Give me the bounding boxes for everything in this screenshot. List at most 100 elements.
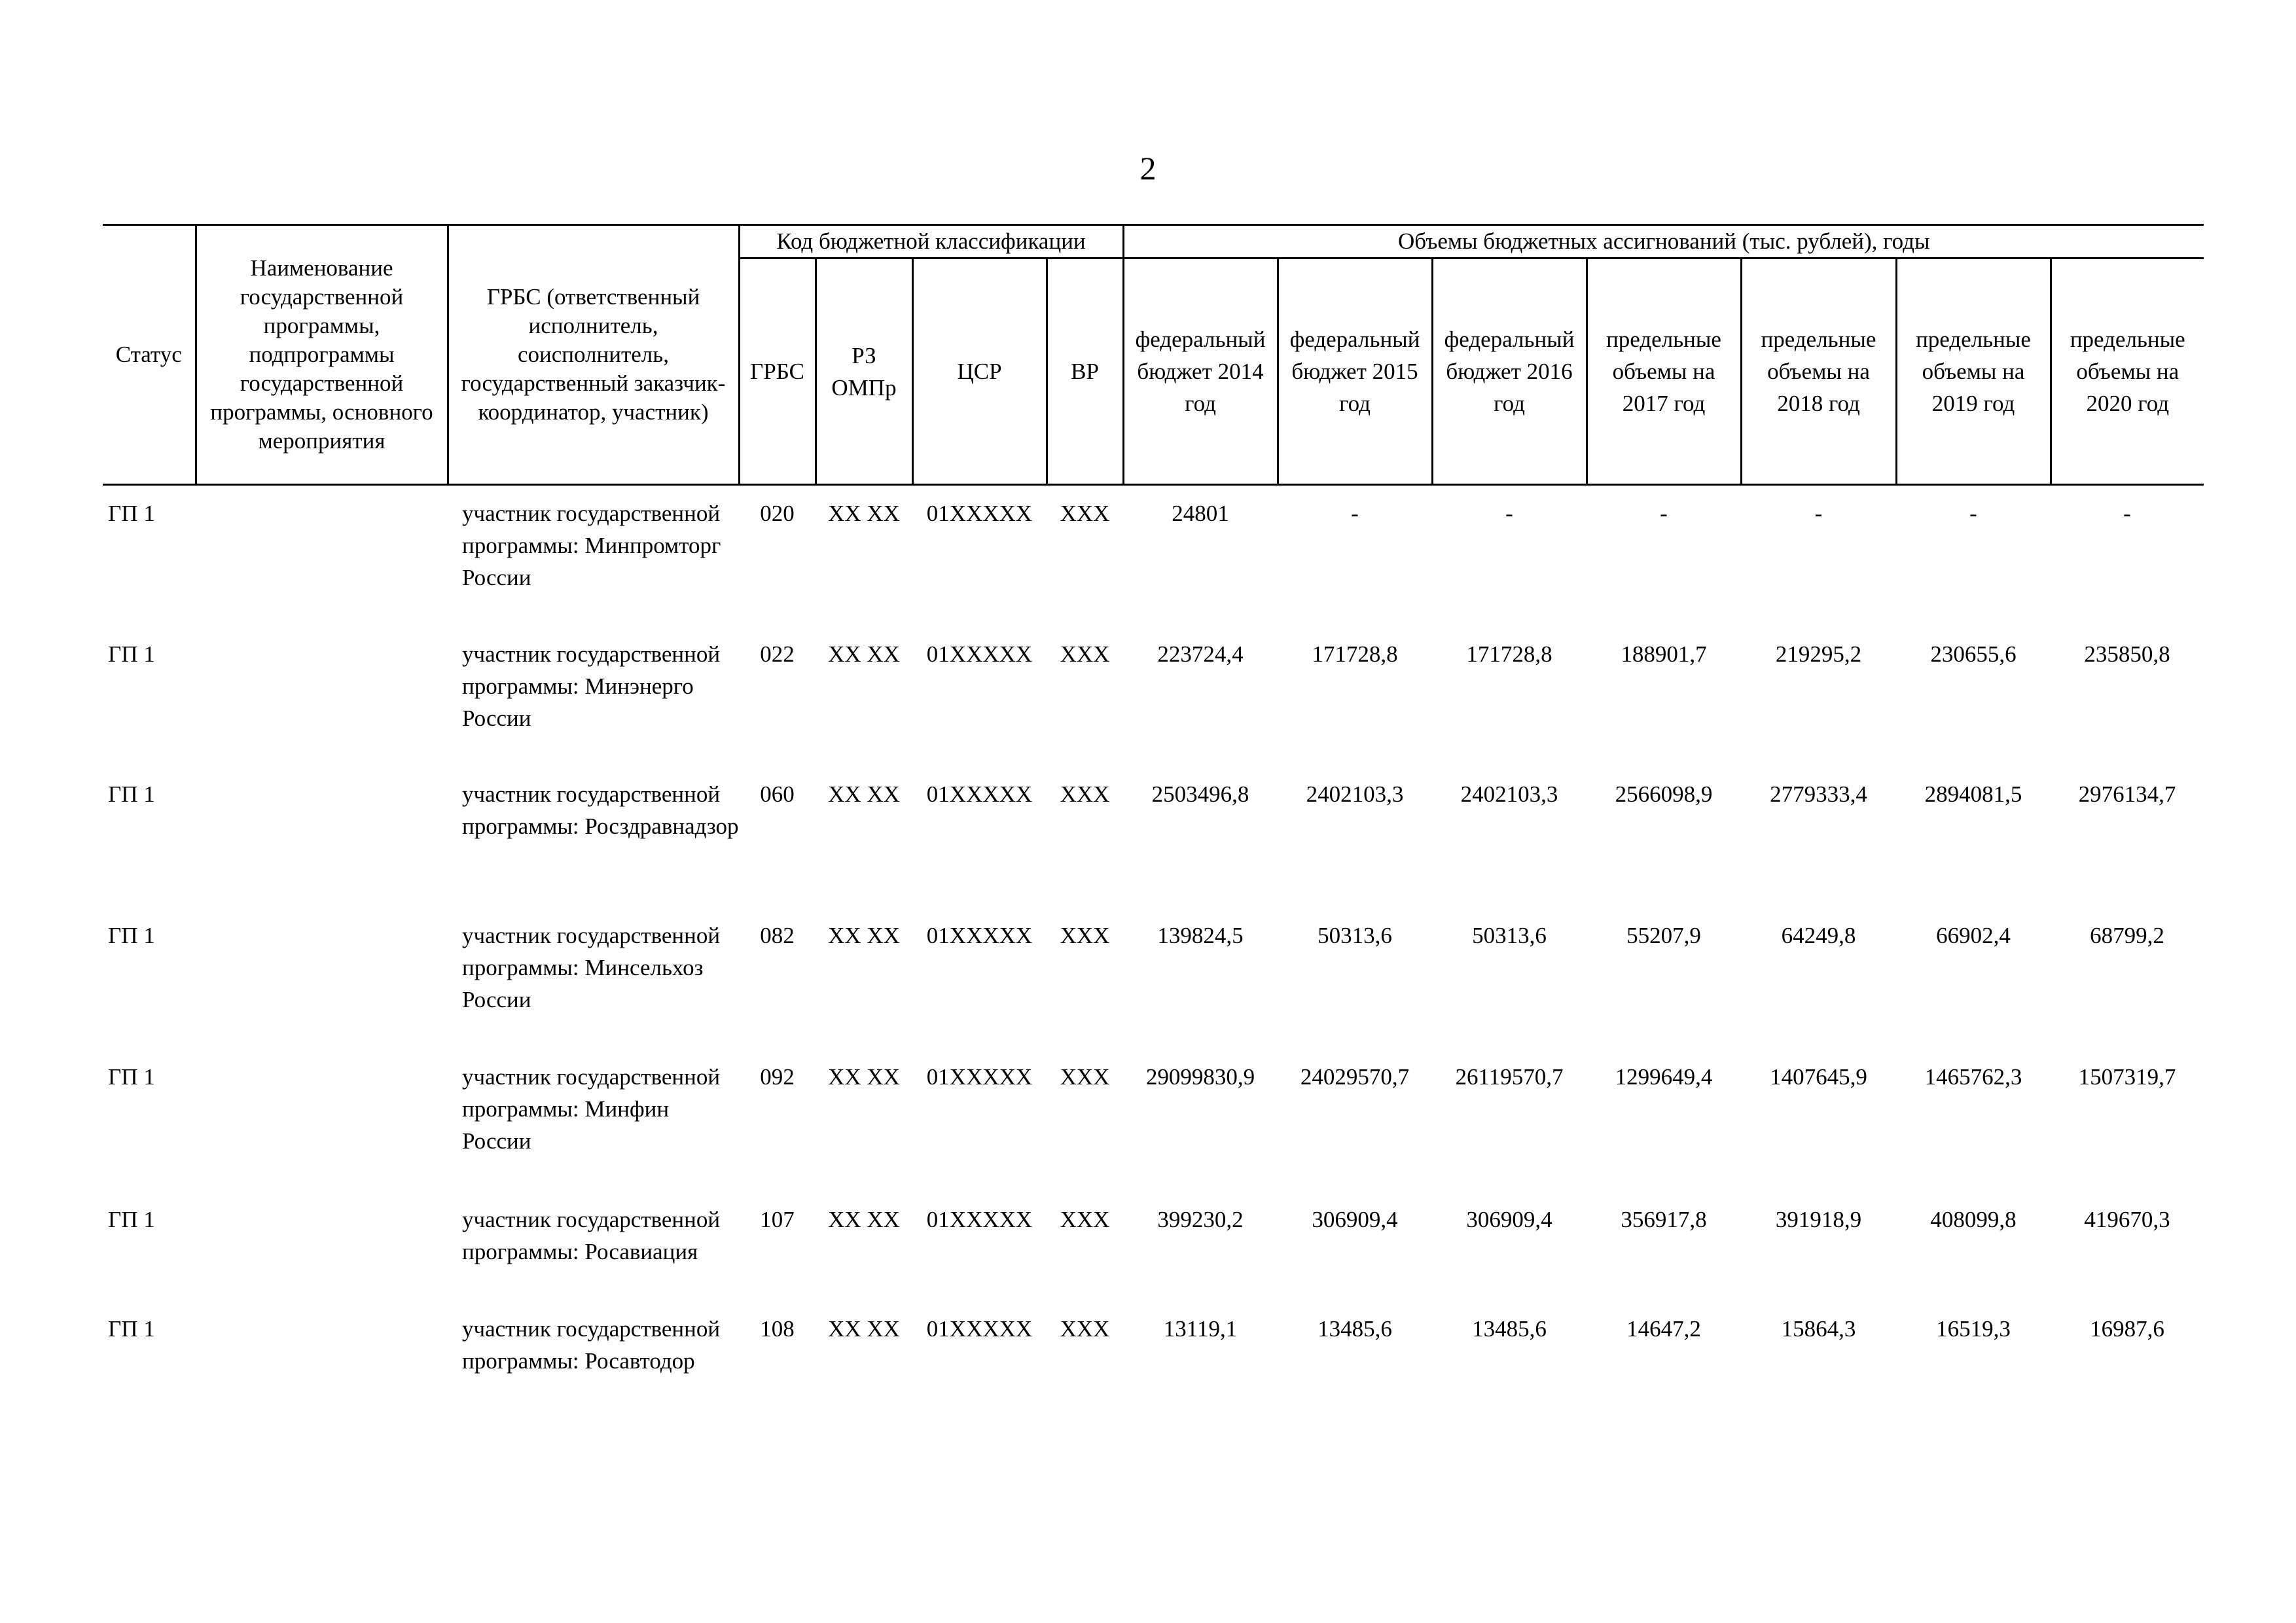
rz-cell: XX XX	[828, 1315, 900, 1342]
value-cell-2020: 68799,2	[2090, 922, 2164, 948]
grbs-code-cell: 107	[760, 1206, 795, 1232]
value-cell-2017: 14647,2	[1626, 1315, 1701, 1342]
value-cell-2020: 235850,8	[2084, 641, 2170, 667]
value-cell-2015: 306909,4	[1312, 1206, 1398, 1232]
value-cell-2020: -	[2123, 501, 2131, 526]
value-cell-2018: 1407645,9	[1770, 1063, 1867, 1090]
table-row: ГП 1 участник государственной программы: …	[103, 626, 2204, 766]
page-number: 2	[1139, 150, 1157, 187]
value-cell-2017: -	[1660, 501, 1668, 526]
value-cell-2016: 171728,8	[1466, 641, 1552, 667]
vr-cell: XXX	[1060, 922, 1110, 948]
vr-cell: XXX	[1060, 1063, 1110, 1090]
header-year-2017: предельные объемы на 2017 год	[1585, 257, 1742, 486]
value-cell-2016: -	[1505, 501, 1513, 526]
value-cell-2014: 399230,2	[1157, 1206, 1244, 1232]
value-cell-2018: -	[1814, 501, 1823, 526]
value-cell-2019: 408099,8	[1930, 1206, 2017, 1232]
table-row: ГП 1 участник государственной программы: …	[103, 908, 2204, 1049]
status-cell: ГП 1	[108, 641, 155, 667]
table-row: ГП 1 участник государственной программы: …	[103, 766, 2204, 908]
value-cell-2019: 2894081,5	[1924, 781, 2022, 807]
rz-cell: XX XX	[828, 922, 900, 948]
value-cell-2017: 356917,8	[1621, 1206, 1707, 1232]
header-name: Наименование государственной программы, …	[194, 224, 449, 486]
name-cell	[196, 1192, 448, 1301]
grbs-code-cell: 108	[760, 1315, 795, 1342]
csr-cell: 01XXXXX	[926, 641, 1033, 667]
value-cell-2016: 306909,4	[1466, 1206, 1552, 1232]
status-cell: ГП 1	[108, 1315, 155, 1342]
header-year-2020: предельные объемы на 2020 год	[2049, 257, 2204, 486]
value-cell-2019: -	[1969, 501, 1977, 526]
vr-cell: XXX	[1060, 501, 1110, 526]
status-cell: ГП 1	[108, 1206, 155, 1232]
csr-cell: 01XXXXX	[926, 501, 1033, 526]
value-cell-2018: 64249,8	[1781, 922, 1856, 948]
value-cell-2018: 391918,9	[1775, 1206, 1862, 1232]
csr-cell: 01XXXXX	[926, 1063, 1033, 1090]
participant-cell: участник государственной программы: Росз…	[462, 781, 739, 839]
header-year-2018: предельные объемы на 2018 год	[1740, 257, 1897, 486]
header-code-grbs: ГРБС	[738, 257, 817, 486]
csr-cell: 01XXXXX	[926, 1315, 1033, 1342]
name-cell	[196, 908, 448, 1049]
header-grbs-text: ГРБС (ответственный исполнитель, соиспол…	[446, 224, 740, 486]
value-cell-2014: 139824,5	[1157, 922, 1244, 948]
csr-cell: 01XXXXX	[926, 1206, 1033, 1232]
rz-cell: XX XX	[828, 501, 900, 526]
name-cell	[196, 766, 448, 908]
value-cell-2015: 50313,6	[1318, 922, 1392, 948]
header-year-2014: федеральный бюджет 2014 год	[1122, 257, 1279, 486]
value-cell-2014: 2503496,8	[1151, 781, 1249, 807]
value-cell-2015: 2402103,3	[1306, 781, 1404, 807]
status-cell: ГП 1	[108, 922, 155, 948]
header-volumes: Объемы бюджетных ассигнований (тыс. рубл…	[1122, 224, 2204, 259]
budget-table: Статус Наименование государственной прог…	[103, 224, 2204, 1425]
csr-cell: 01XXXXX	[926, 922, 1033, 948]
header-year-2015: федеральный бюджет 2015 год	[1276, 257, 1433, 486]
rz-cell: XX XX	[828, 641, 900, 667]
vr-cell: XXX	[1060, 1206, 1110, 1232]
value-cell-2020: 419670,3	[2084, 1206, 2170, 1232]
name-cell	[196, 1301, 448, 1425]
vr-cell: XXX	[1060, 641, 1110, 667]
value-cell-2017: 1299649,4	[1615, 1063, 1713, 1090]
value-cell-2015: -	[1351, 501, 1359, 526]
status-cell: ГП 1	[108, 501, 155, 526]
table-row: ГП 1 участник государственной программы: …	[103, 1301, 2204, 1425]
value-cell-2017: 188901,7	[1621, 641, 1707, 667]
value-cell-2018: 2779333,4	[1770, 781, 1867, 807]
value-cell-2020: 2976134,7	[2078, 781, 2176, 807]
participant-cell: участник государственной программы: Минэ…	[462, 641, 721, 731]
header-budget-code: Код бюджетной классификации	[738, 224, 1124, 259]
value-cell-2015: 24029570,7	[1300, 1063, 1410, 1090]
vr-cell: XXX	[1060, 1315, 1110, 1342]
header-year-2019: предельные объемы на 2019 год	[1895, 257, 2052, 486]
name-cell	[196, 1049, 448, 1192]
rz-cell: XX XX	[828, 781, 900, 807]
grbs-code-cell: 092	[760, 1063, 795, 1090]
csr-cell: 01XXXXX	[926, 781, 1033, 807]
grbs-code-cell: 020	[760, 501, 795, 526]
value-cell-2014: 13119,1	[1163, 1315, 1238, 1342]
value-cell-2017: 55207,9	[1626, 922, 1701, 948]
participant-cell: участник государственной программы: Минс…	[462, 922, 721, 1012]
header-status: Статус	[103, 224, 197, 486]
value-cell-2016: 2402103,3	[1460, 781, 1558, 807]
name-cell	[196, 485, 448, 626]
value-cell-2014: 24801	[1172, 501, 1229, 526]
value-cell-2019: 1465762,3	[1924, 1063, 2022, 1090]
status-cell: ГП 1	[108, 781, 155, 807]
value-cell-2017: 2566098,9	[1615, 781, 1713, 807]
value-cell-2015: 171728,8	[1312, 641, 1398, 667]
value-cell-2019: 66902,4	[1936, 922, 2011, 948]
participant-cell: участник государственной программы: Минп…	[462, 501, 721, 590]
grbs-code-cell: 060	[760, 781, 795, 807]
grbs-code-cell: 022	[760, 641, 795, 667]
status-cell: ГП 1	[108, 1063, 155, 1090]
header-code-rz-ompr: РЗ ОМПр	[814, 257, 914, 486]
table-row: ГП 1 участник государственной программы: …	[103, 1192, 2204, 1301]
value-cell-2020: 16987,6	[2090, 1315, 2164, 1342]
participant-cell: участник государственной программы: Роса…	[462, 1315, 721, 1374]
